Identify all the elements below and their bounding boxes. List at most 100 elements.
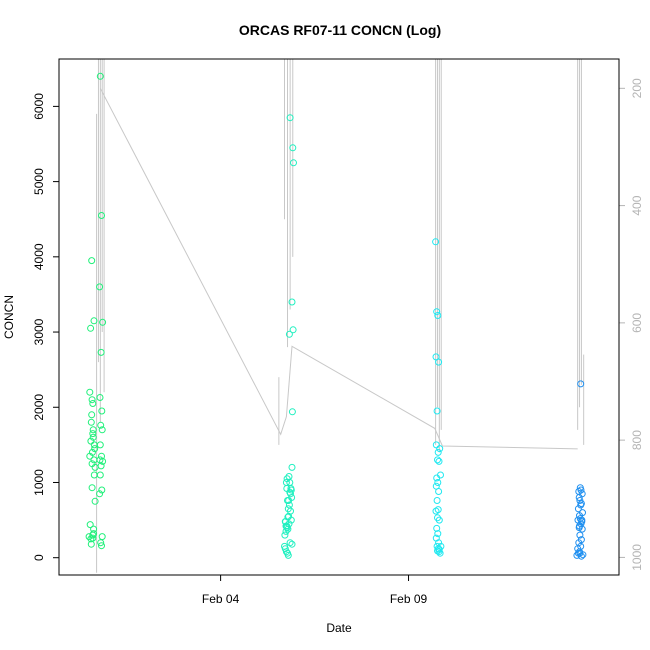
plot-layer: 0 1000 2000 3000 4000 5000 6000 Feb 04 Feb 09 200… [32,59,644,606]
data-point [283,475,291,483]
y-tick-label: 3000 [32,318,46,345]
y-tick-label: 6000 [32,93,46,120]
data-point [285,501,293,509]
data-point [88,484,96,492]
y-tick-label: 1000 [32,469,46,496]
data-point [281,518,289,526]
data-point [285,330,293,338]
data-point [89,426,97,434]
data-point [282,527,290,535]
data-point [96,441,104,449]
data-point [575,488,583,495]
data-point [90,530,98,538]
data-point [86,388,94,396]
data-point [86,521,94,529]
data-point [289,326,297,334]
data-point [98,407,106,415]
y2-tick-label: 1000 [630,544,644,571]
data-point [435,358,443,366]
y2-tick-label: 400 [630,195,644,215]
data-point [435,488,443,495]
data-point [281,531,289,539]
data-point [96,490,104,498]
data-point [434,479,442,486]
data-point [96,394,104,401]
data-point [433,308,441,316]
data-point [88,460,96,468]
data-point [87,437,95,445]
data-point [89,430,97,438]
data-point [437,471,444,479]
data-point [436,549,444,557]
x-tick-label: Feb 04 [202,592,240,606]
data-point [88,257,96,265]
data-point [98,212,105,219]
x-axis-label: Date [326,621,352,635]
data-point [98,542,105,550]
data-point [96,283,104,291]
data-point [579,509,586,517]
data-point [290,159,297,167]
y-tick-label: 2000 [32,394,46,421]
data-point [90,317,98,325]
data-point [89,534,97,542]
data-point [91,445,99,453]
data-point [433,524,441,532]
chart-title: ORCAS RF07-11 CONCN (Log) [239,22,441,38]
data-point [576,497,584,504]
data-point [97,348,105,356]
data-point [289,144,297,152]
data-point [99,457,107,465]
data-point [287,486,295,494]
data-point [98,426,106,434]
data-point [288,298,296,306]
data-point [284,505,292,513]
y-tick-label: 5000 [32,168,46,195]
data-point [97,539,105,547]
data-point [437,542,445,550]
data-point [578,516,586,524]
data-point [574,505,582,513]
y-tick-label: 4000 [32,243,46,270]
data-point [577,542,585,550]
data-point [99,318,107,326]
data-point [91,497,99,505]
data-point [96,471,104,479]
data-point [284,549,291,557]
data-point [432,507,440,515]
data-point [577,380,585,388]
data-point [282,548,290,556]
data-point [97,462,105,470]
x-tick-label: Feb 09 [390,592,428,606]
y2-tick-label: 200 [630,78,644,98]
y2-tick-label: 800 [630,430,644,450]
data-point [285,497,293,504]
data-point [288,463,296,471]
data-point [576,531,584,539]
data-point [432,238,440,246]
plot-box [58,58,620,576]
data-point [434,448,442,456]
data-point [286,114,294,122]
data-point [89,400,97,407]
data-point [288,408,296,416]
data-point [87,418,95,426]
data-point [435,457,443,465]
data-point [89,433,97,441]
data-point [88,411,96,419]
data-point [88,448,96,456]
data-point [433,497,441,504]
data-point [434,514,441,522]
data-point [282,522,290,530]
data-point [433,407,441,415]
data-point [96,72,104,80]
y-axis-label: CONCN [2,295,16,339]
data-point [434,530,442,538]
data-point [98,452,105,460]
data-point [436,445,444,453]
data-point [98,533,106,541]
data-point [432,441,440,449]
data-point [287,490,294,498]
data-point [576,522,583,530]
